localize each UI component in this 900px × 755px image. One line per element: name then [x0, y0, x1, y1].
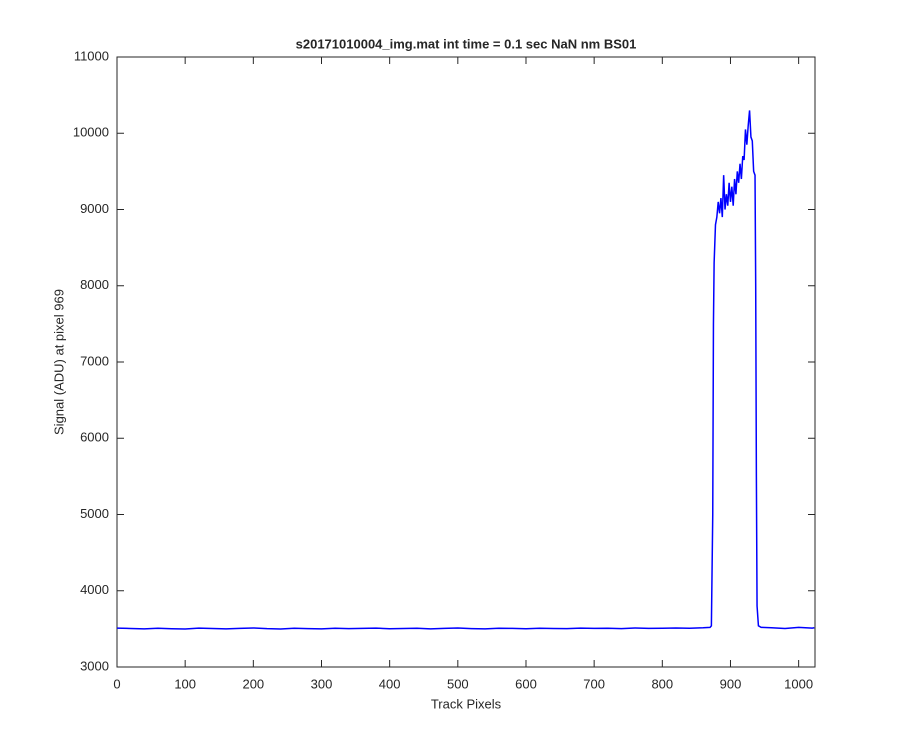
- y-tick-label: 6000: [80, 430, 109, 445]
- plot-box: [116, 56, 816, 668]
- y-tick-label: 3000: [80, 658, 109, 673]
- y-tick-label: 9000: [80, 201, 109, 216]
- y-tick-label: 4000: [80, 582, 109, 597]
- x-axis-label: Track Pixels: [431, 696, 502, 711]
- chart-title: s20171010004_img.mat int time = 0.1 sec …: [296, 36, 637, 51]
- x-tick-label: 1000: [784, 676, 813, 691]
- y-tick-label: 5000: [80, 506, 109, 521]
- x-tick-label: 0: [113, 676, 120, 691]
- data-line: [116, 110, 815, 630]
- y-tick-label: 7000: [80, 353, 109, 368]
- x-tick-label: 500: [447, 676, 469, 691]
- x-tick-label: 400: [379, 676, 401, 691]
- x-tick-label: 800: [651, 676, 673, 691]
- x-tick-label: 600: [515, 676, 537, 691]
- x-tick-label: 900: [720, 676, 742, 691]
- x-tick-label: 100: [174, 676, 196, 691]
- x-tick-label: 700: [583, 676, 605, 691]
- x-tick-label: 300: [311, 676, 333, 691]
- y-tick-label: 10000: [73, 125, 109, 140]
- y-tick-label: 8000: [80, 277, 109, 292]
- y-tick-label: 11000: [74, 48, 109, 63]
- x-tick-label: 200: [242, 676, 264, 691]
- y-axis-label: Signal (ADU) at pixel 969: [51, 289, 66, 435]
